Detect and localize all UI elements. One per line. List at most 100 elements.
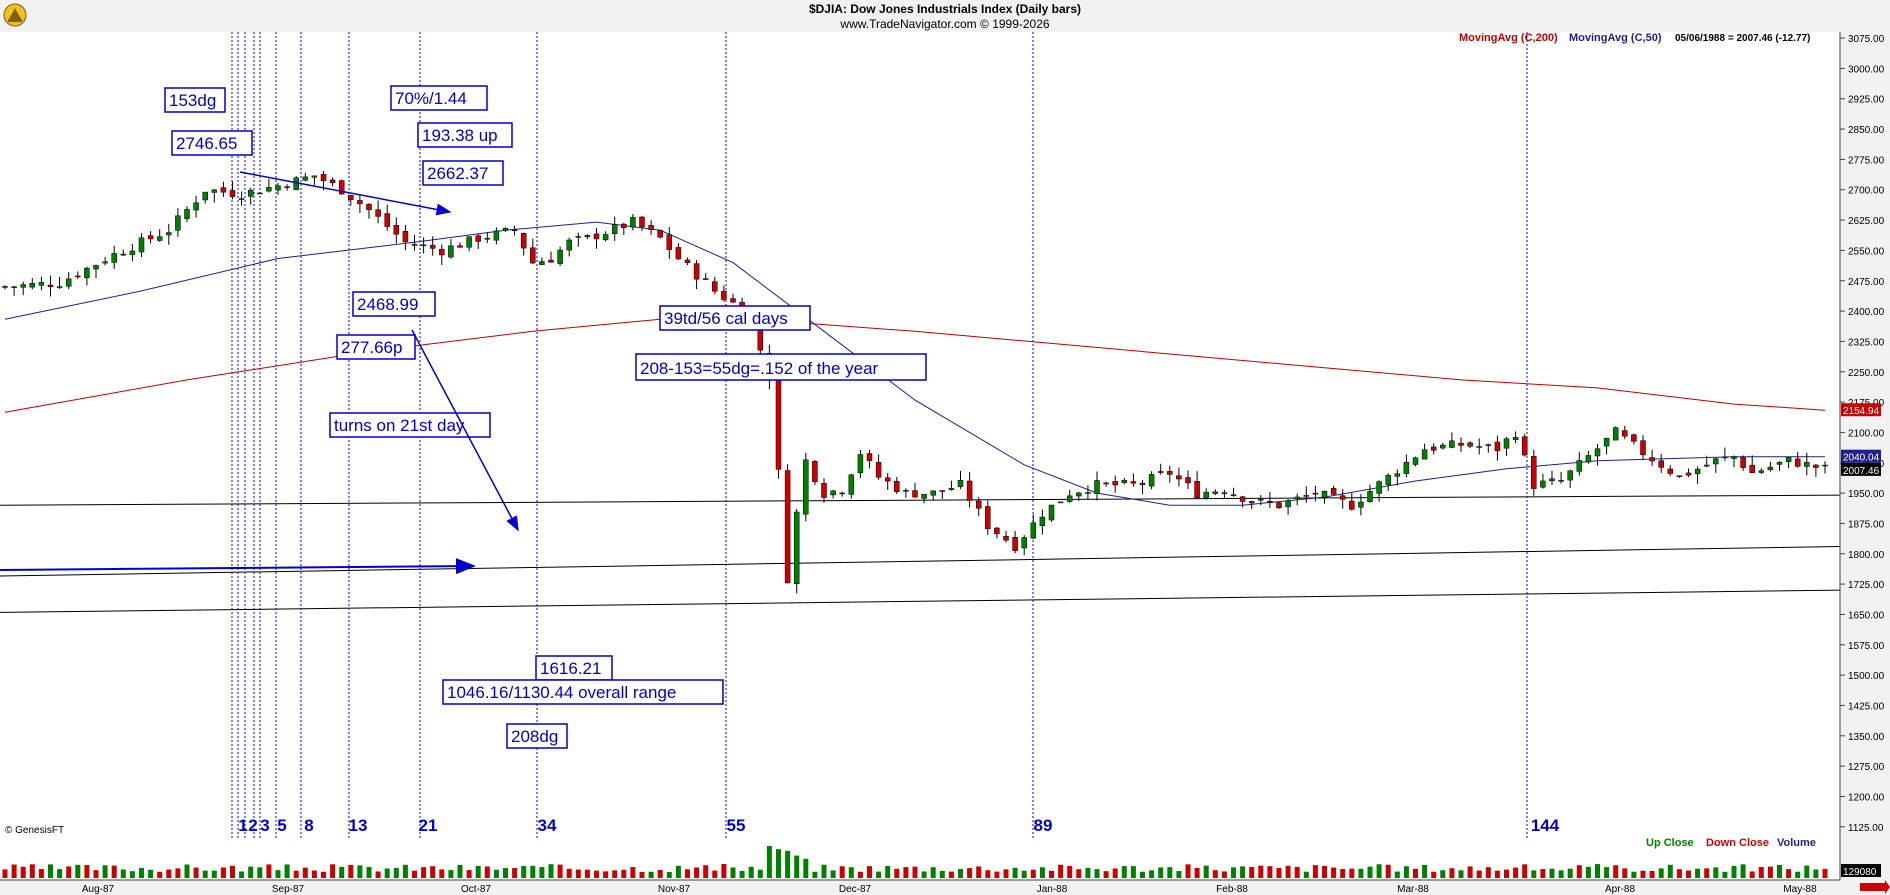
volume-bar xyxy=(1649,870,1655,878)
up-candle xyxy=(1048,504,1055,521)
up-candle xyxy=(1703,464,1710,467)
up-candle xyxy=(1540,480,1546,488)
price-tick-label: 2325.00 xyxy=(1848,337,1885,348)
volume-bar xyxy=(1595,864,1600,878)
down-candle xyxy=(621,223,627,228)
genesis-logo-icon[interactable] xyxy=(2,2,28,33)
annotation-box xyxy=(635,353,927,381)
volume-bar xyxy=(120,869,126,878)
volume-bar xyxy=(1740,864,1746,878)
price-tick-label: 2775.00 xyxy=(1848,155,1885,166)
down-candle xyxy=(320,174,327,182)
volume-bar xyxy=(202,870,208,878)
volume-bar xyxy=(1094,869,1100,878)
trend-lines xyxy=(0,494,1841,613)
up-candle xyxy=(166,232,172,236)
volume-bar xyxy=(739,870,745,878)
volume-bar xyxy=(302,867,308,878)
up-candle xyxy=(1103,482,1109,485)
up-candle xyxy=(793,511,800,584)
price-tick-label: 1200.00 xyxy=(1848,792,1885,803)
up-candle xyxy=(238,198,245,200)
arrow-line xyxy=(239,171,452,216)
volume-bar xyxy=(157,871,163,878)
up-candle xyxy=(1203,491,1209,499)
volume-bar xyxy=(794,855,800,878)
up-candle xyxy=(1512,436,1519,440)
down-candle xyxy=(1112,481,1118,486)
up-candle xyxy=(466,236,472,248)
volume-bar xyxy=(448,870,454,878)
down-candle xyxy=(1267,500,1273,503)
volume-bar xyxy=(1212,870,1218,878)
volume-bar xyxy=(1021,870,1027,878)
volume-bar xyxy=(1358,868,1364,878)
scroll-right-arrow-icon xyxy=(1860,880,1890,894)
annotation-box xyxy=(442,679,724,705)
up-candle xyxy=(247,189,254,197)
down-candle xyxy=(975,500,982,509)
up-candle xyxy=(275,185,281,191)
up-candle xyxy=(957,480,964,487)
down-candle xyxy=(1794,458,1801,467)
volume-bar xyxy=(1285,865,1291,878)
volume-bar xyxy=(275,870,281,878)
up-candle xyxy=(1767,466,1774,470)
down-candle xyxy=(1813,464,1819,468)
up-candle xyxy=(1285,500,1291,508)
volume-bar xyxy=(57,869,63,878)
up-candle xyxy=(557,249,563,264)
volume-bar xyxy=(1149,870,1155,878)
volume-bar xyxy=(503,868,508,878)
volume-bar xyxy=(175,868,181,878)
fib-count-label: 3 xyxy=(260,816,269,835)
price-tick-label: 2250.00 xyxy=(1848,368,1885,379)
up-candle xyxy=(20,284,26,288)
up-candle xyxy=(302,176,309,181)
volume-bar xyxy=(776,849,781,878)
volume-bar xyxy=(548,864,554,878)
fib-count-label: 13 xyxy=(349,816,368,835)
up-candle xyxy=(1694,468,1701,475)
annotation-box xyxy=(329,412,491,438)
price-tag-text: 2154.94 xyxy=(1843,406,1880,417)
date-tick-label: Mar-88 xyxy=(1397,884,1429,895)
down-candle xyxy=(912,490,918,498)
annotation-box xyxy=(506,723,568,749)
up-candle xyxy=(1421,449,1428,460)
volume-bar xyxy=(1185,864,1191,878)
down-candle xyxy=(530,247,536,264)
legend-down-close: Down Close xyxy=(1706,837,1769,849)
annotation-text: 39td/56 cal days xyxy=(664,309,788,328)
up-candle xyxy=(1576,460,1583,472)
date-tick-label: Aug-87 xyxy=(82,884,115,895)
volume-bar xyxy=(748,866,754,878)
up-candle xyxy=(193,202,199,211)
price-tick-label: 1800.00 xyxy=(1848,550,1885,561)
volume-bar xyxy=(412,870,417,878)
volume-bar xyxy=(1731,865,1737,878)
down-candle xyxy=(994,527,1000,535)
legend-ma50: MovingAvg (C,50) xyxy=(1569,32,1662,44)
volume-bar xyxy=(821,864,827,878)
down-candle xyxy=(884,477,891,482)
volume-bar xyxy=(1039,867,1045,878)
down-candle xyxy=(1185,477,1191,484)
fib-count-label: 144 xyxy=(1531,816,1560,835)
volume-bar xyxy=(311,870,317,878)
volume-bar xyxy=(1403,866,1409,878)
up-candle xyxy=(1558,480,1564,482)
annotation-text: 208-153=55dg=.152 of the year xyxy=(640,359,879,378)
down-candle xyxy=(639,216,645,228)
down-candle xyxy=(1312,492,1319,495)
price-tick-label: 2100.00 xyxy=(1848,428,1885,439)
up-candle xyxy=(848,474,855,495)
up-candle xyxy=(1485,444,1492,446)
up-candle xyxy=(539,261,545,265)
volume-bars xyxy=(2,846,1828,878)
volume-bar xyxy=(876,871,882,878)
volume-bar xyxy=(38,868,44,878)
volume-bar xyxy=(384,868,390,878)
down-candle xyxy=(730,298,736,303)
